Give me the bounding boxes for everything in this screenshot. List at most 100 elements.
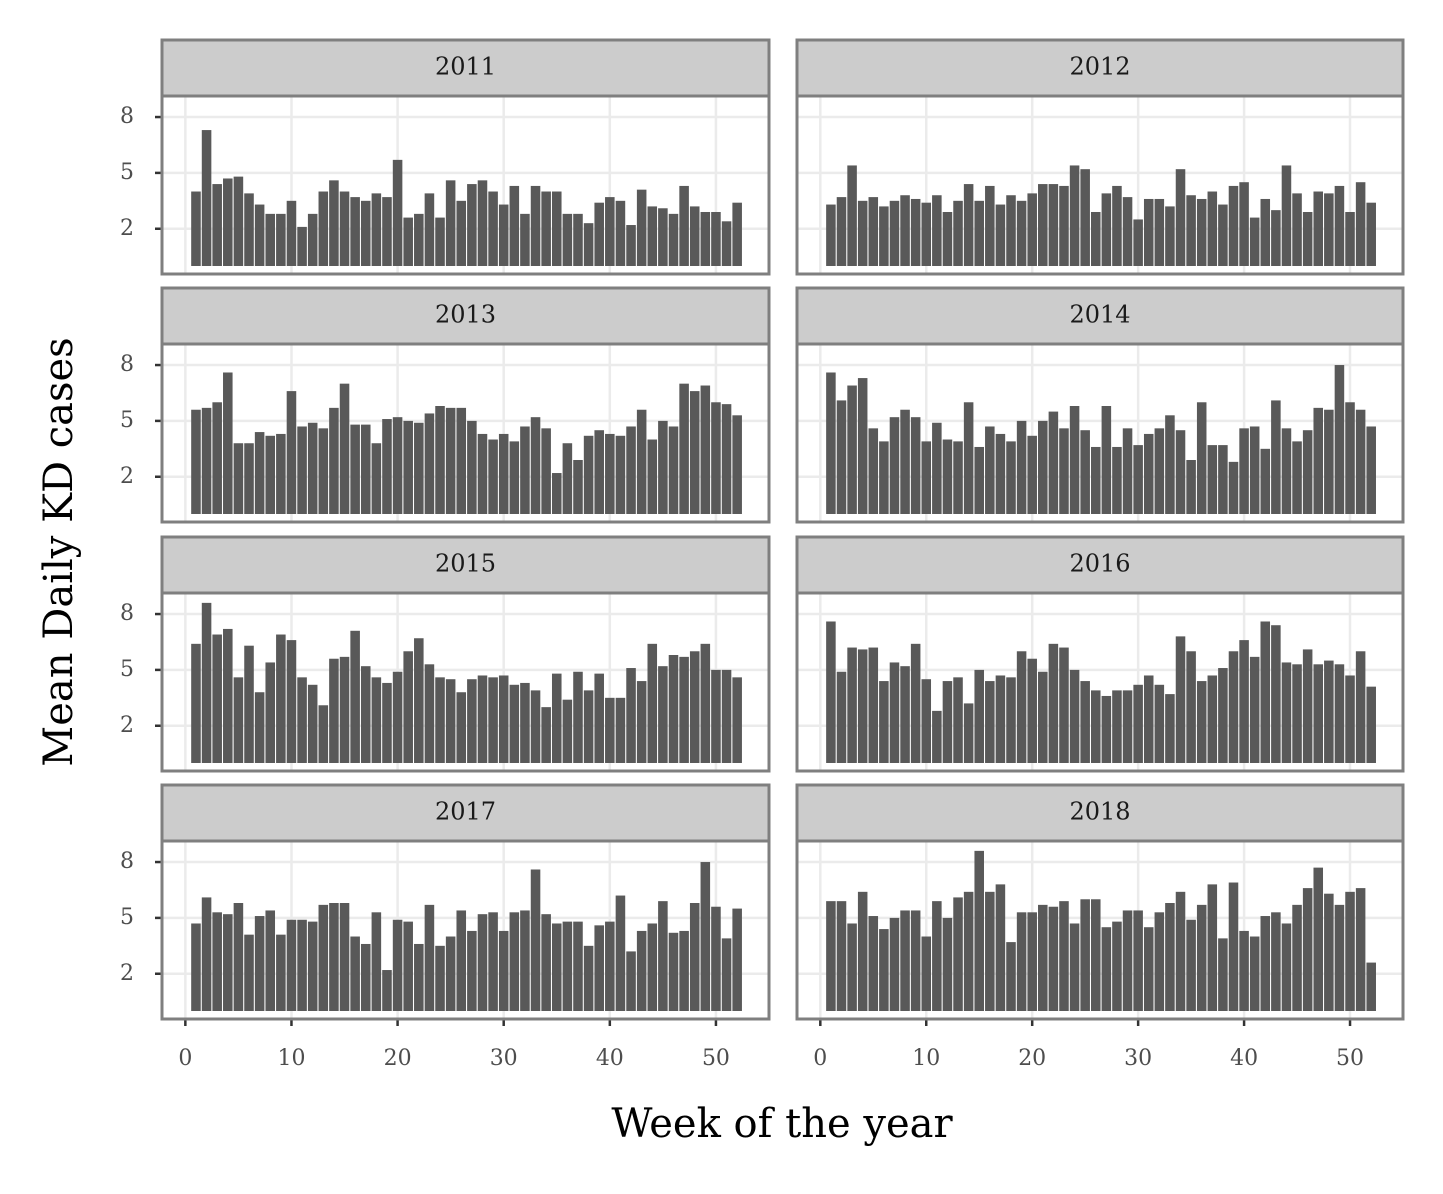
bar (1048, 906, 1059, 1011)
bar (700, 211, 711, 266)
bar (1006, 942, 1016, 1011)
y-tick-label: 2 (120, 216, 134, 241)
bar (1207, 191, 1218, 266)
bar (1281, 165, 1292, 266)
bar (700, 862, 711, 1011)
bar (679, 656, 689, 763)
bar (435, 217, 445, 266)
bar (265, 910, 276, 1011)
x-tick-label: 30 (490, 1046, 518, 1071)
bar (212, 912, 222, 1011)
bar (254, 692, 265, 763)
bar (1016, 651, 1027, 763)
bar (551, 923, 562, 1011)
bar (1281, 923, 1292, 1011)
bar (1059, 428, 1069, 514)
bar (1101, 927, 1112, 1011)
bar (1239, 182, 1249, 266)
strip-label: 2016 (1069, 550, 1130, 578)
bar (1271, 625, 1281, 763)
bar (541, 191, 551, 266)
bar (1101, 406, 1112, 514)
bar (1218, 668, 1228, 763)
bar (995, 675, 1006, 763)
bar (467, 679, 477, 763)
bar (1143, 675, 1154, 763)
strip (160, 286, 771, 346)
x-tick-label: 0 (813, 1046, 827, 1071)
bar (679, 185, 689, 266)
bar (900, 666, 910, 763)
bar (467, 930, 477, 1011)
bar (286, 919, 297, 1011)
bar (1196, 402, 1207, 514)
bar (329, 903, 339, 1011)
bar (286, 640, 297, 763)
bar (857, 200, 868, 266)
y-axis-title: Mean Daily KD cases (36, 337, 82, 766)
bar (445, 679, 456, 763)
bar (932, 195, 942, 266)
bar (658, 901, 668, 1011)
bar (921, 202, 932, 266)
bar (889, 417, 900, 514)
bar (594, 202, 604, 266)
bar (371, 677, 382, 763)
bar (942, 211, 953, 266)
bar (424, 664, 435, 763)
bar (1218, 938, 1228, 1011)
bar (1239, 428, 1249, 514)
bar (520, 426, 530, 514)
bar (1133, 445, 1143, 514)
bar (605, 197, 615, 266)
bar (1080, 681, 1090, 763)
bar (509, 684, 520, 763)
bar (1355, 182, 1366, 266)
bar (1196, 904, 1207, 1011)
bar (711, 211, 721, 266)
bar (297, 226, 307, 266)
bar (1366, 962, 1376, 1011)
bar (1069, 165, 1080, 266)
bar (1281, 662, 1292, 763)
bar (477, 180, 488, 266)
bar (1196, 681, 1207, 763)
bar (562, 443, 573, 514)
y-tick-label: 8 (120, 601, 134, 626)
bar (488, 439, 498, 514)
bar (974, 669, 984, 763)
bar (1260, 198, 1271, 266)
bar (921, 679, 932, 763)
bar (1048, 411, 1059, 514)
bar (551, 191, 562, 266)
bar (371, 912, 382, 1011)
bar (1175, 430, 1186, 514)
bar (435, 406, 445, 514)
bar (932, 422, 942, 514)
bar (668, 213, 679, 266)
x-tick-label: 50 (702, 1046, 730, 1071)
bar (985, 185, 995, 266)
bar (509, 185, 520, 266)
bar (1154, 428, 1165, 514)
bar (392, 417, 403, 514)
bar (942, 681, 953, 763)
bar (1334, 365, 1345, 514)
bar (297, 426, 307, 514)
bar (392, 919, 403, 1011)
bar (636, 681, 647, 763)
bar (583, 435, 594, 514)
bar (1228, 185, 1239, 266)
bar (836, 400, 847, 514)
bar (1059, 647, 1069, 763)
bar (1324, 193, 1334, 266)
bar (1069, 406, 1080, 514)
bar (1292, 193, 1302, 266)
bar (244, 443, 254, 514)
bar (689, 206, 700, 266)
bar (1090, 446, 1101, 514)
panel-border (795, 94, 1405, 276)
bar (594, 925, 604, 1011)
bar (1302, 888, 1313, 1011)
